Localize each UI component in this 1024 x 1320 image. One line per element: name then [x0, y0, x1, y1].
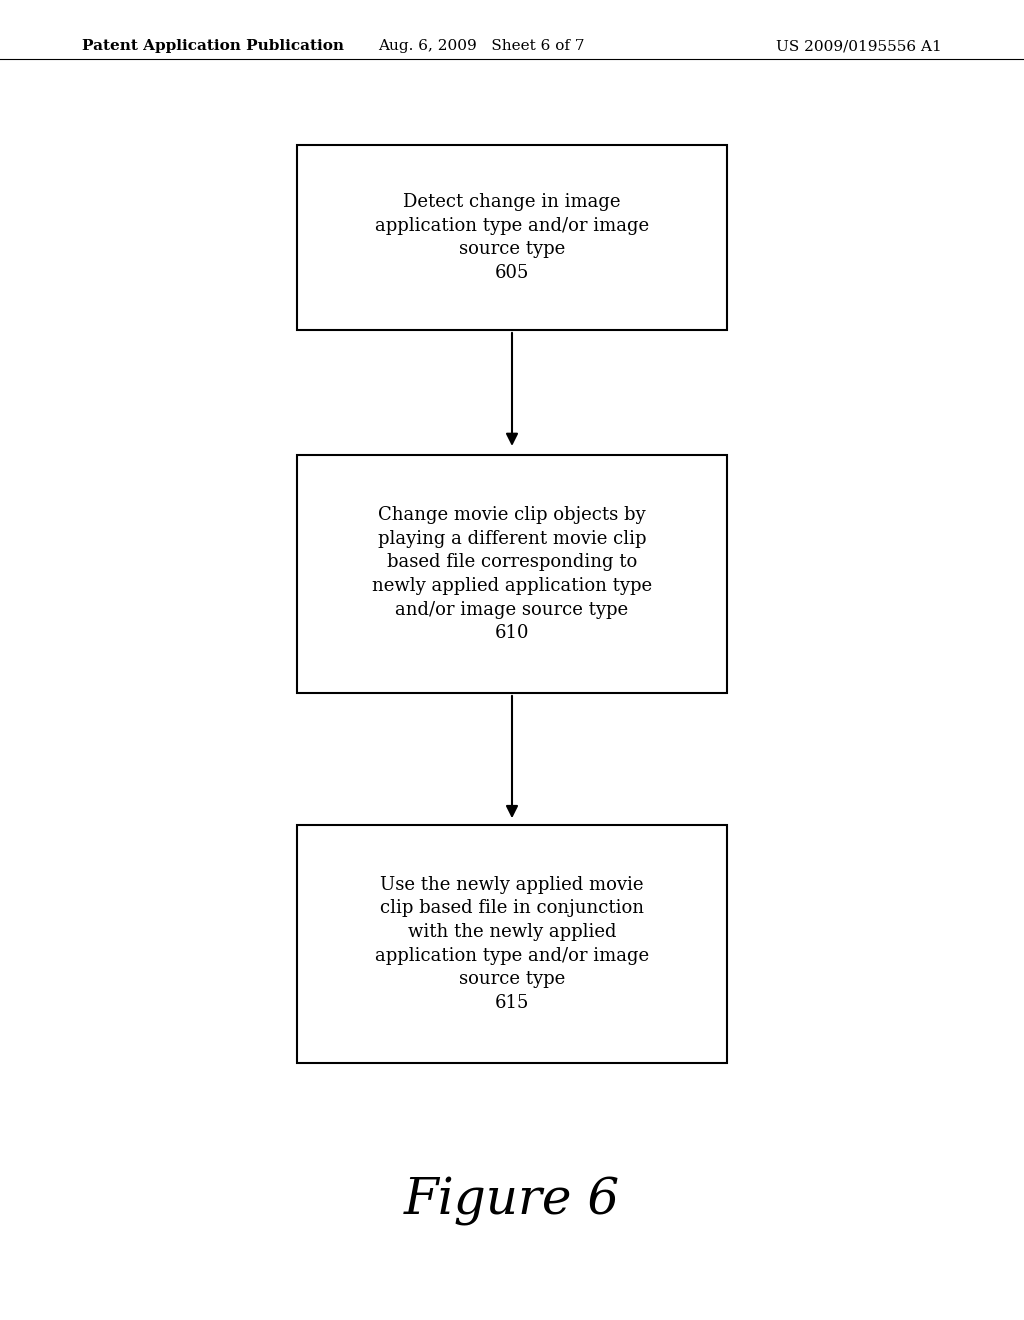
Text: Aug. 6, 2009   Sheet 6 of 7: Aug. 6, 2009 Sheet 6 of 7 [378, 40, 585, 53]
Text: US 2009/0195556 A1: US 2009/0195556 A1 [776, 40, 942, 53]
Text: Use the newly applied movie
clip based file in conjunction
with the newly applie: Use the newly applied movie clip based f… [375, 875, 649, 1012]
Text: Change movie clip objects by
playing a different movie clip
based file correspon: Change movie clip objects by playing a d… [372, 506, 652, 643]
FancyBboxPatch shape [297, 825, 727, 1063]
FancyBboxPatch shape [297, 455, 727, 693]
Text: Figure 6: Figure 6 [403, 1176, 621, 1226]
Text: Detect change in image
application type and/or image
source type
605: Detect change in image application type … [375, 193, 649, 282]
FancyBboxPatch shape [297, 145, 727, 330]
Text: Patent Application Publication: Patent Application Publication [82, 40, 344, 53]
